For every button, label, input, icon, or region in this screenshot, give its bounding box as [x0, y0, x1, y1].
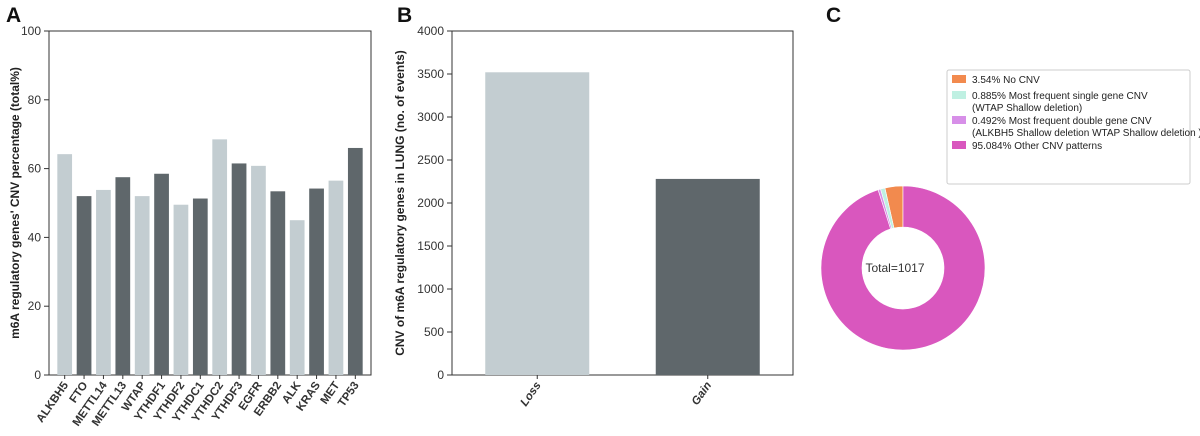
x-tick-label-loss: Loss [518, 380, 543, 409]
y-tick-label: 60 [28, 162, 42, 176]
bar-met [328, 180, 344, 375]
y-tick-label: 4000 [417, 24, 444, 38]
y-tick-label: 20 [28, 299, 42, 313]
donut-slice-3 [820, 185, 986, 351]
bar-mettl14 [96, 189, 111, 375]
legend-label-3: 95.084% Other CNV patterns [972, 141, 1102, 152]
x-tick-label-alkbh5: ALKBH5 [35, 379, 72, 425]
y-tick-label: 0 [437, 368, 444, 382]
y-axis-label: m6A regulatory genes' CNV percentage (to… [8, 67, 22, 339]
y-tick-label: 1500 [417, 239, 444, 253]
y-tick-label: 500 [424, 325, 444, 339]
legend-swatch-2 [952, 116, 966, 124]
y-tick-label: 2500 [417, 153, 444, 167]
bar-ythdf3 [231, 163, 247, 375]
bar-alk [289, 220, 305, 375]
panel-a: A 0 20 40 60 80 100 m6A regulatory genes' CNV p… [6, 4, 372, 429]
legend-swatch-3 [952, 141, 966, 149]
legend-label-2: (ALKBH5 Shallow deletion WTAP Shallow de… [972, 128, 1200, 139]
bar-mettl13 [115, 177, 131, 375]
y-tick-label: 3000 [417, 110, 444, 124]
panel-c: C Total=1017 3.54% No CNV 0.885% Most frequ… [820, 4, 1200, 351]
legend-label-0: 3.54% No CNV [972, 75, 1040, 86]
bar-wtap [134, 196, 150, 375]
y-axis-label: CNV of m6A regulatory genes in LUNG (no.… [393, 50, 407, 356]
bar-gain [655, 178, 760, 375]
y-tick-label: 1000 [417, 282, 444, 296]
panel-letter-c: C [826, 4, 841, 27]
legend-box [946, 69, 1191, 185]
bar-ythdf2 [173, 204, 189, 375]
legend-swatch-0 [952, 75, 966, 83]
bar-fto [76, 196, 92, 375]
plot-frame [48, 30, 372, 376]
legend-label-1: 0.885% Most frequent single gene CNV [972, 91, 1148, 102]
bar-loss [485, 72, 590, 375]
y-tick-label: 100 [21, 24, 41, 38]
bar-egfr [251, 165, 266, 375]
legend-swatch-1 [952, 91, 966, 99]
y-tick-label: 80 [28, 93, 42, 107]
x-tick-label-tp53: TP53 [336, 380, 362, 409]
legend-label-2: 0.492% Most frequent double gene CNV [972, 116, 1152, 127]
y-tick-label: 3500 [417, 67, 444, 81]
bar-ythdc2 [212, 139, 228, 375]
y-tick-label: 2000 [417, 196, 444, 210]
y-tick-label: 0 [34, 368, 41, 382]
bar-alkbh5 [57, 154, 73, 375]
bar-tp53 [347, 147, 363, 375]
panel-b: B 0 500 1000 1500 2000 2500 3000 3500 4000 CNV of … [393, 4, 794, 409]
legend-label-1: (WTAP Shallow deletion) [972, 103, 1082, 114]
bar-ythdc1 [192, 198, 208, 375]
bar-erbb2 [270, 191, 286, 375]
x-tick-label-gain: Gain [690, 380, 714, 408]
panel-letter-b: B [397, 4, 412, 27]
donut-center-label: Total=1017 [865, 261, 924, 275]
y-tick-label: 40 [28, 230, 42, 244]
bar-ythdf1 [154, 173, 169, 375]
bar-kras [309, 188, 324, 375]
panel-letter-a: A [6, 4, 21, 27]
